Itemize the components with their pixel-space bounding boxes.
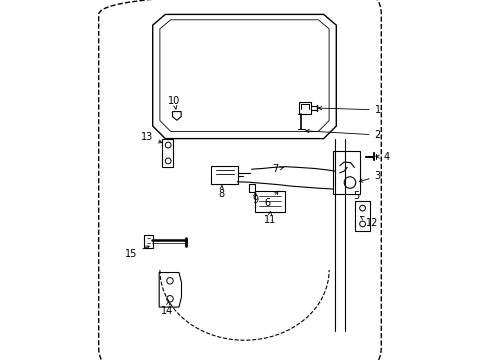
Polygon shape xyxy=(211,166,238,184)
Polygon shape xyxy=(254,191,284,212)
Text: 9: 9 xyxy=(252,192,258,205)
Text: 6: 6 xyxy=(264,191,278,208)
Text: 3: 3 xyxy=(359,171,380,182)
Text: 12: 12 xyxy=(360,216,378,228)
Text: 1: 1 xyxy=(318,105,380,115)
Polygon shape xyxy=(332,151,359,194)
Text: 10: 10 xyxy=(168,96,180,109)
Polygon shape xyxy=(298,102,311,114)
Text: 5: 5 xyxy=(352,191,359,201)
Text: 15: 15 xyxy=(124,246,149,259)
Polygon shape xyxy=(162,139,173,167)
Text: 11: 11 xyxy=(263,211,275,225)
Text: 4: 4 xyxy=(375,152,389,162)
Text: 2: 2 xyxy=(305,129,380,140)
Polygon shape xyxy=(159,273,181,307)
Text: 7: 7 xyxy=(271,164,283,174)
Text: 13: 13 xyxy=(141,132,162,143)
Polygon shape xyxy=(172,112,181,120)
Polygon shape xyxy=(144,235,152,248)
Polygon shape xyxy=(354,201,369,231)
Text: 14: 14 xyxy=(161,301,173,316)
Text: 8: 8 xyxy=(218,186,224,199)
